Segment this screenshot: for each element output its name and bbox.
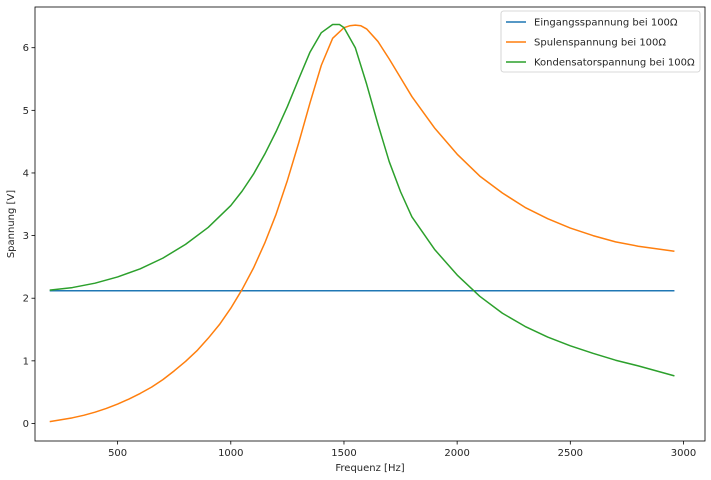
plot-background [35, 7, 705, 441]
plot-frame [34, 6, 706, 442]
x-tick-label: 500 [108, 448, 127, 459]
y-tick-label: 6 [23, 43, 29, 54]
legend-label-1: Spulenspannung bei 100Ω [534, 38, 666, 49]
x-axis-label: Frequenz [Hz] [335, 463, 404, 474]
legend-label-2: Kondensatorspannung bei 100Ω [534, 58, 695, 69]
legend-label-0: Eingangsspannung bei 100Ω [534, 18, 678, 29]
x-tick-label: 2000 [444, 448, 469, 459]
y-tick-label: 3 [23, 231, 29, 242]
series-line-2 [49, 23, 675, 377]
series-layer [49, 23, 675, 423]
y-axis-label: Spannung [V] [6, 190, 17, 258]
series-line-1 [49, 24, 675, 423]
y-axis-ticks: 0 1 2 3 4 5 6 [23, 43, 35, 430]
y-tick-label: 1 [23, 356, 29, 367]
x-tick-label: 2500 [558, 448, 583, 459]
y-tick-label: 2 [23, 294, 29, 305]
legend-box [500, 10, 701, 73]
x-axis-ticks: 500 1000 1500 2000 2500 3000 [108, 441, 696, 459]
x-tick-label: 1000 [218, 448, 243, 459]
legend: Eingangsspannung bei 100Ω Spulenspannung … [500, 10, 701, 73]
y-tick-label: 0 [23, 419, 29, 430]
x-tick-label: 1500 [331, 448, 356, 459]
y-tick-label: 4 [23, 168, 29, 179]
y-tick-label: 5 [23, 106, 29, 117]
x-tick-label: 3000 [671, 448, 696, 459]
